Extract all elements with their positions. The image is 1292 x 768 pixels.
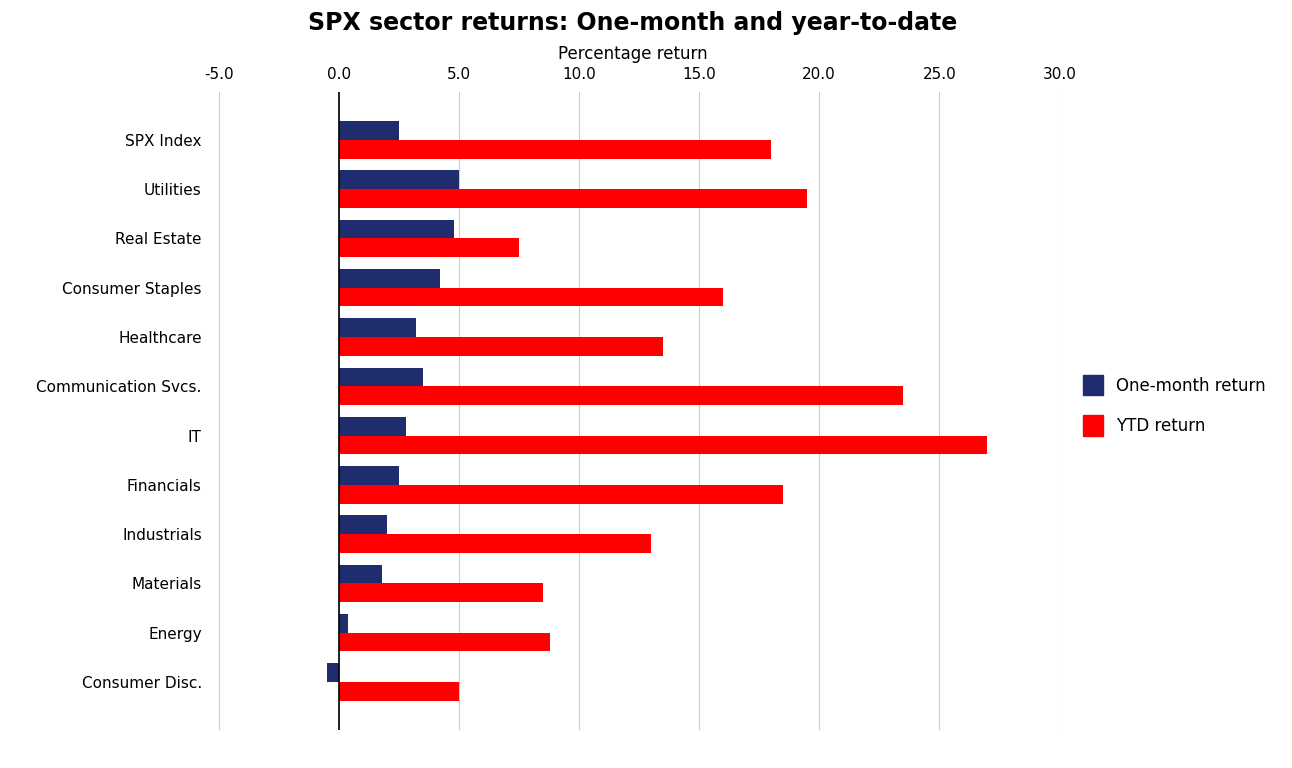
Bar [339, 269, 439, 288]
Bar [339, 584, 543, 602]
Bar [339, 633, 550, 651]
Bar [339, 485, 783, 504]
Bar [339, 288, 724, 306]
Bar [339, 466, 399, 485]
Bar [339, 140, 771, 158]
Bar [339, 534, 651, 553]
Bar [339, 386, 903, 405]
Bar [339, 337, 663, 356]
Bar [339, 318, 416, 337]
Legend: One-month return, YTD return: One-month return, YTD return [1076, 368, 1273, 442]
Bar [339, 564, 382, 584]
Bar [339, 189, 808, 208]
Bar [339, 682, 459, 700]
Title: SPX sector returns: One-month and year-to-date: SPX sector returns: One-month and year-t… [309, 11, 957, 35]
Bar [327, 664, 339, 682]
Bar [339, 238, 519, 257]
Bar [339, 417, 406, 435]
Bar [339, 435, 987, 454]
Bar [339, 170, 459, 189]
Bar [339, 614, 349, 633]
Bar [339, 121, 399, 140]
Bar [339, 368, 422, 386]
Bar [339, 220, 453, 238]
X-axis label: Percentage return: Percentage return [558, 45, 708, 63]
Bar [339, 515, 386, 534]
